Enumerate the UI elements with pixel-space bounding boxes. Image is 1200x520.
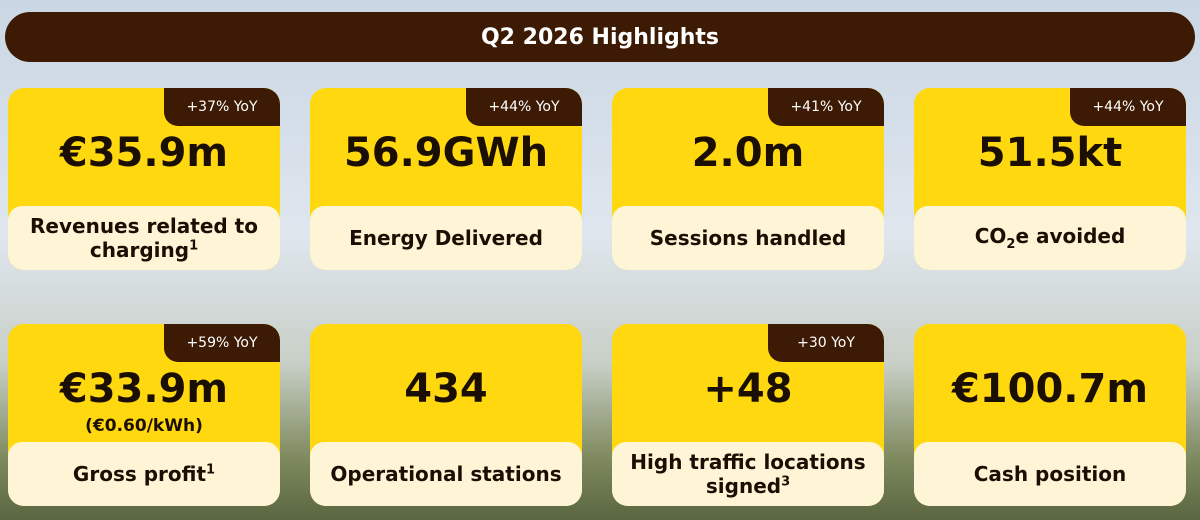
kpi-label: Operational stations xyxy=(310,442,582,506)
yoy-badge: +44% YoY xyxy=(1070,88,1186,126)
kpi-value: €100.7m xyxy=(951,366,1149,412)
label-part: 3 xyxy=(781,474,791,490)
label-part: e avoided xyxy=(1015,223,1126,248)
kpi-label-text: Revenues related to charging1 xyxy=(24,214,264,262)
label-part: High traffic locations signed xyxy=(630,450,866,498)
kpi-value: 51.5kt xyxy=(977,130,1123,176)
kpi-card: +48 +30 YoY High traffic locations signed3 xyxy=(612,324,884,506)
kpi-subvalue: (€0.60/kWh) xyxy=(85,416,203,436)
yoy-badge: +44% YoY xyxy=(466,88,582,126)
kpi-label: CO2e avoided xyxy=(914,206,1186,270)
kpi-label-text: Cash position xyxy=(974,462,1127,486)
kpi-card: €100.7m Cash position xyxy=(914,324,1186,506)
kpi-label-text: Energy Delivered xyxy=(349,226,543,250)
kpi-label: Gross profit1 xyxy=(8,442,280,506)
label-part: Energy Delivered xyxy=(349,226,543,250)
kpi-value: +48 xyxy=(703,366,793,412)
label-part: CO xyxy=(974,223,1007,248)
kpi-card: 2.0m +41% YoY Sessions handled xyxy=(612,88,884,270)
kpi-value: 2.0m xyxy=(691,130,805,176)
kpi-card: 56.9GWh +44% YoY Energy Delivered xyxy=(310,88,582,270)
kpi-value: 434 xyxy=(404,366,488,412)
kpi-label: High traffic locations signed3 xyxy=(612,442,884,506)
label-part: Sessions handled xyxy=(649,226,847,250)
yoy-badge: +37% YoY xyxy=(164,88,280,126)
kpi-label-text: Gross profit1 xyxy=(73,462,215,486)
kpi-label: Sessions handled xyxy=(612,206,884,270)
kpi-label-text: Operational stations xyxy=(330,462,561,486)
kpi-label: Cash position xyxy=(914,442,1186,506)
label-part: Operational stations xyxy=(330,462,562,486)
header-title: Q2 2026 Highlights xyxy=(5,12,1195,62)
kpi-card: 434 Operational stations xyxy=(310,324,582,506)
label-part: Gross profit xyxy=(72,462,207,486)
label-part: 1 xyxy=(189,238,199,254)
kpi-card: €35.9m +37% YoY Revenues related to chargi… xyxy=(8,88,280,270)
kpi-value: 56.9GWh xyxy=(343,130,549,176)
kpi-value: €35.9m xyxy=(59,130,229,176)
yoy-badge: +41% YoY xyxy=(768,88,884,126)
kpi-label-text: Sessions handled xyxy=(650,226,847,250)
kpi-card: €33.9m (€0.60/kWh) +59% YoY Gross profit1 xyxy=(8,324,280,506)
kpi-label-text: High traffic locations signed3 xyxy=(628,450,868,498)
kpi-label: Revenues related to charging1 xyxy=(8,206,280,270)
yoy-badge: +30 YoY xyxy=(768,324,884,362)
label-part: 1 xyxy=(206,462,216,478)
label-part: Cash position xyxy=(973,462,1127,486)
kpi-card: 51.5kt +44% YoY CO2e avoided xyxy=(914,88,1186,270)
kpi-label-text: CO2e avoided xyxy=(975,224,1126,253)
kpi-value: €33.9m xyxy=(59,366,229,412)
yoy-badge: +59% YoY xyxy=(164,324,280,362)
label-part: Revenues related to charging xyxy=(30,214,258,262)
kpi-label: Energy Delivered xyxy=(310,206,582,270)
label-part: 2 xyxy=(1006,236,1016,252)
